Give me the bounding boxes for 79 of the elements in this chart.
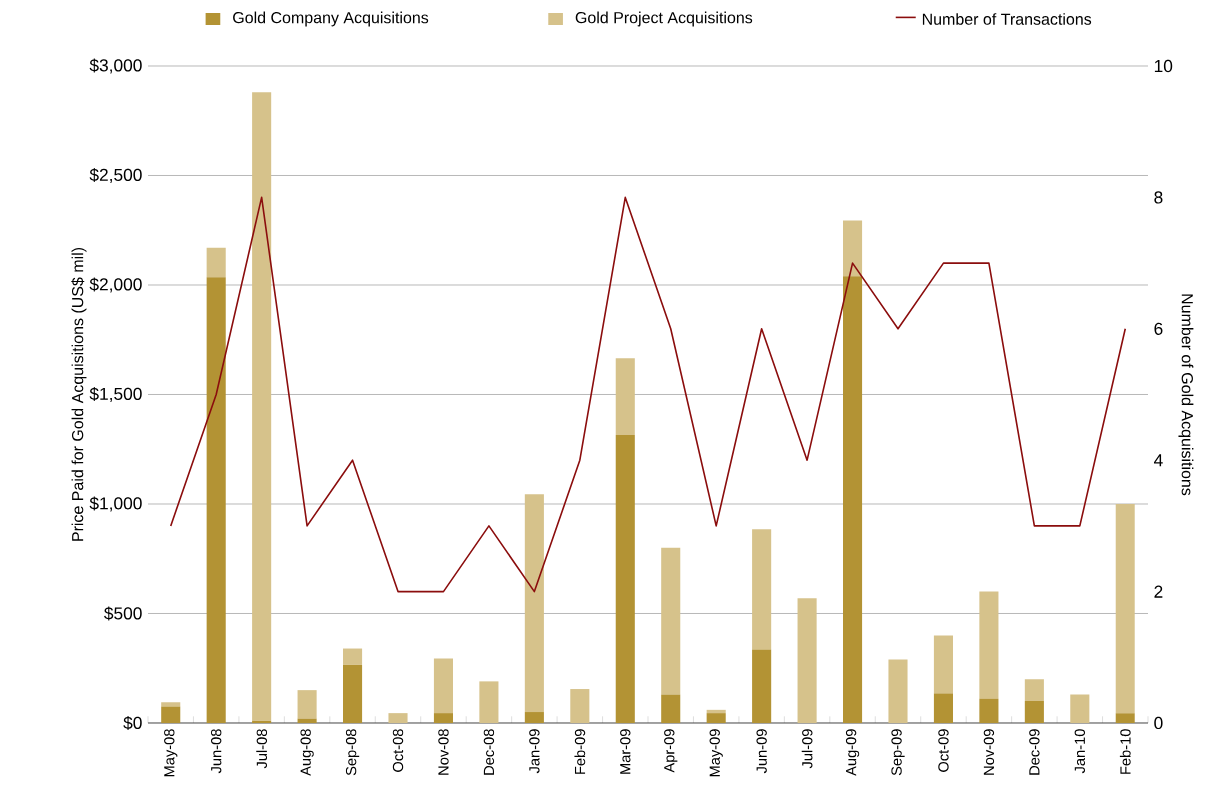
y-tick-label: $2,500 <box>89 167 142 184</box>
x-tick-label: Mar-09 <box>620 729 631 774</box>
x-tick-label: Nov-09 <box>983 729 995 775</box>
x-tick-label: Feb-09 <box>574 729 586 774</box>
y-tick-label: $2,000 <box>89 277 142 293</box>
y2-tick-label: 0 <box>1154 716 1163 730</box>
x-tick-label: May-09 <box>709 729 723 777</box>
bar <box>479 681 499 723</box>
bar <box>161 702 181 707</box>
legend-label: Gold Project Acquisitions <box>575 11 753 27</box>
y2-tick-label: 6 <box>1154 322 1163 335</box>
y2-tick-label: 4 <box>1154 454 1163 467</box>
bar <box>661 547 681 695</box>
bar <box>1024 701 1044 723</box>
bar <box>615 358 635 436</box>
y2-tick-label: 10 <box>1154 59 1173 73</box>
bar <box>433 658 453 714</box>
bar <box>979 591 999 699</box>
bar <box>252 720 272 723</box>
bar <box>706 713 726 723</box>
bar <box>752 529 772 650</box>
x-tick-label: Nov-08 <box>438 729 449 775</box>
bar <box>206 277 226 723</box>
y-tick-label: $1,500 <box>89 386 142 403</box>
bar <box>1070 694 1090 723</box>
bar <box>161 706 181 723</box>
bar <box>979 698 999 723</box>
legend-label: Gold Company Acquisitions <box>233 11 429 27</box>
x-tick-label: Apr-09 <box>664 729 678 773</box>
line-series <box>169 196 1127 593</box>
bar <box>661 694 681 723</box>
bar <box>933 693 953 723</box>
x-tick-label: Dec-09 <box>1029 729 1040 775</box>
legend-label: Number of Transactions <box>922 13 1092 25</box>
bar <box>343 648 363 665</box>
x-tick-label: Jun-09 <box>756 729 767 774</box>
x-tick-label: Jan-10 <box>1074 729 1086 774</box>
bar <box>1115 713 1135 723</box>
bar <box>570 689 590 723</box>
bar <box>433 713 453 723</box>
bar <box>206 247 226 278</box>
x-tick-label: Jul-09 <box>801 729 813 769</box>
bar <box>297 690 317 719</box>
bar <box>1115 503 1135 714</box>
bar <box>615 435 635 723</box>
y2-tick-label: 2 <box>1154 585 1163 598</box>
bar <box>297 718 317 723</box>
x-tick-label: Oct-09 <box>938 729 949 772</box>
y-axis-title: Price Paid for Gold Acquisitions (US$ mil) <box>71 247 87 541</box>
x-tick-label: Aug-09 <box>845 729 860 776</box>
y-tick-label: $3,000 <box>89 58 142 74</box>
y2-axis-title: Number of Gold Acquisitions <box>1178 294 1194 496</box>
bar <box>252 92 272 721</box>
bar <box>1024 679 1044 702</box>
y-tick-label: $1,000 <box>89 496 142 512</box>
bar <box>797 598 817 723</box>
x-tick-label: Sep-09 <box>891 729 905 776</box>
bar <box>524 712 544 723</box>
x-tick-label: Feb-10 <box>1119 729 1131 774</box>
bar <box>843 276 863 723</box>
bar <box>343 664 363 723</box>
x-tick-label: Jul-08 <box>256 729 268 769</box>
bar <box>843 220 863 277</box>
x-tick-label: Sep-08 <box>345 729 360 776</box>
bar <box>933 635 953 694</box>
bar <box>752 649 772 723</box>
x-tick-label: Jan-09 <box>529 729 540 774</box>
y-tick-label: $500 <box>104 606 142 621</box>
x-tick-label: May-08 <box>164 729 178 777</box>
x-tick-label: Dec-08 <box>483 729 495 775</box>
x-tick-label: Jun-08 <box>211 729 222 774</box>
bar <box>888 659 908 723</box>
y2-tick-label: 8 <box>1154 191 1163 204</box>
x-tick-label: Oct-08 <box>392 729 404 772</box>
y-tick-label: $0 <box>123 715 142 730</box>
bar <box>388 713 408 723</box>
bar <box>706 709 726 714</box>
bar <box>524 494 544 713</box>
x-tick-label: Aug-08 <box>300 729 314 776</box>
